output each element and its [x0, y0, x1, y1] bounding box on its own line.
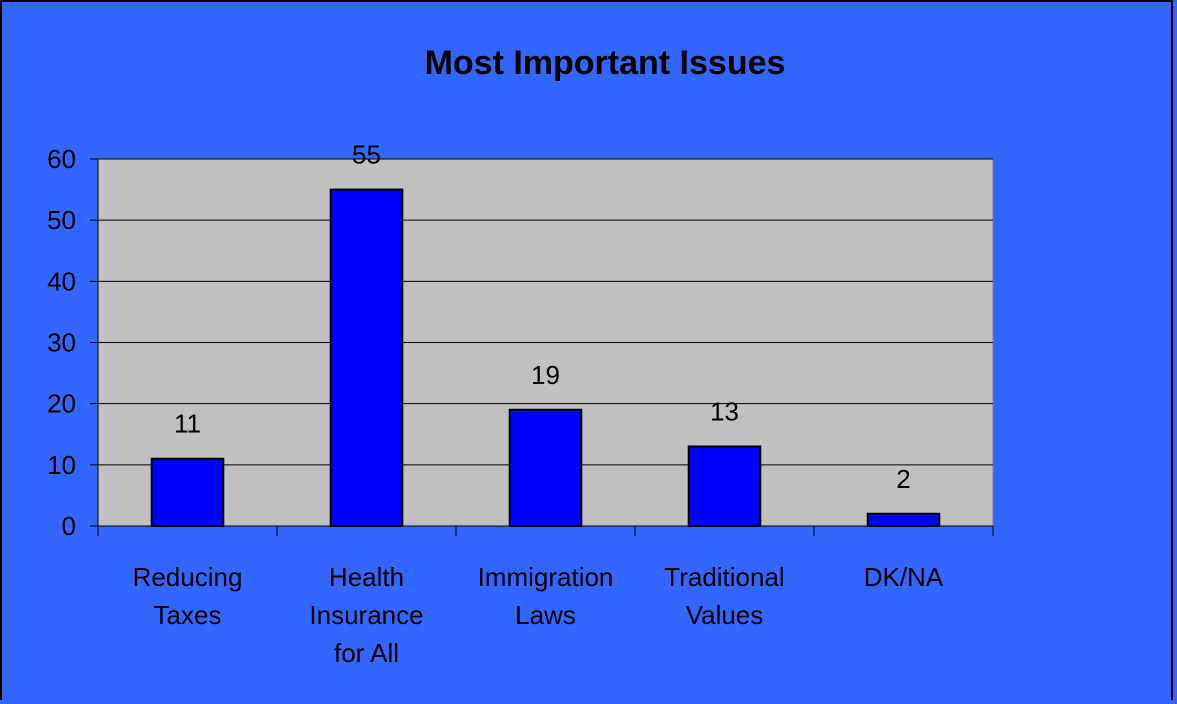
x-category-label: DK/NA: [864, 562, 944, 592]
x-category-label: Reducing Taxes: [133, 562, 243, 630]
chart-title: Most Important Issues: [425, 44, 786, 82]
data-label: 11: [174, 409, 201, 439]
y-tick-label: 20: [47, 389, 76, 419]
data-label: 13: [710, 396, 739, 426]
y-tick-label: 30: [47, 328, 76, 358]
x-category-label: Immigration Laws: [478, 562, 614, 630]
x-category-label: Health Insurance for All: [309, 562, 423, 668]
x-category-label: Traditional Values: [664, 562, 784, 630]
bar: [329, 188, 404, 527]
data-label: 55: [352, 140, 381, 170]
bar: [866, 512, 941, 527]
y-tick-label: 40: [47, 266, 76, 296]
y-tick-label: 50: [47, 205, 76, 235]
y-tick-label: 60: [47, 144, 76, 174]
y-tick-label: 10: [47, 450, 76, 480]
y-tick-label: 0: [62, 511, 76, 541]
data-label: 19: [531, 360, 560, 390]
bar: [150, 457, 225, 528]
plot-area: 0 10 20 30 40 50 60 11 Reducing Taxes 55 Health Insu…: [47, 140, 994, 668]
bar: [687, 445, 762, 528]
bar: [508, 408, 583, 527]
data-label: 2: [896, 464, 910, 494]
